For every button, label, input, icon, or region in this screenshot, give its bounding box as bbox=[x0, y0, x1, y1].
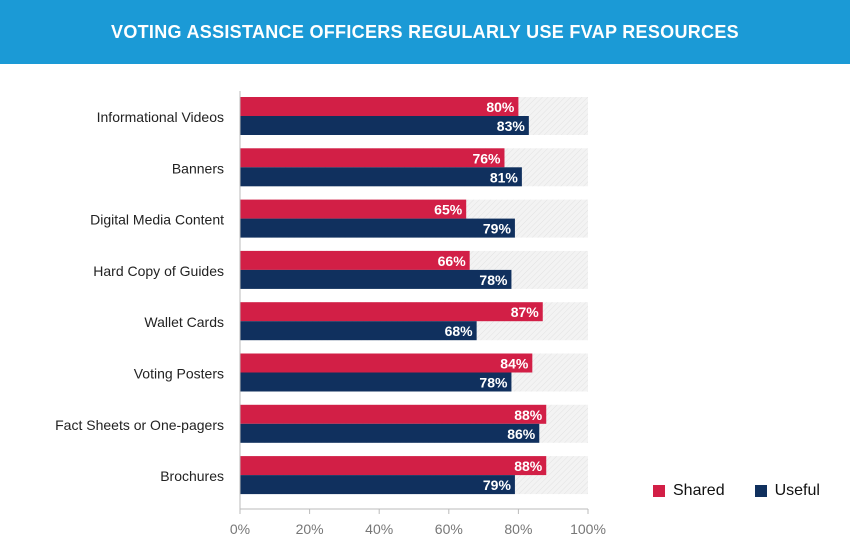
category-label: Fact Sheets or One-pagers bbox=[55, 417, 224, 433]
bar-shared bbox=[240, 97, 519, 116]
data-label-useful: 79% bbox=[483, 221, 512, 237]
data-label-shared: 87% bbox=[511, 304, 540, 320]
x-tick-label: 60% bbox=[435, 521, 463, 537]
category-label: Hard Copy of Guides bbox=[93, 263, 224, 279]
bar-shared bbox=[240, 199, 467, 219]
chart-title: VOTING ASSISTANCE OFFICERS REGULARLY USE… bbox=[111, 21, 739, 42]
bar-shared bbox=[240, 148, 505, 168]
category-label: Voting Posters bbox=[134, 366, 224, 382]
x-tick-label: 40% bbox=[365, 521, 393, 537]
bar-useful bbox=[240, 475, 515, 495]
legend-label-shared: Shared bbox=[673, 482, 725, 499]
data-label-shared: 84% bbox=[500, 356, 529, 372]
data-label-useful: 81% bbox=[490, 169, 519, 185]
x-tick-label: 80% bbox=[504, 521, 532, 537]
bar-useful bbox=[240, 269, 512, 289]
legend: Shared Useful bbox=[653, 482, 850, 500]
category-label: Wallet Cards bbox=[144, 314, 224, 330]
data-label-shared: 80% bbox=[486, 99, 515, 115]
data-label-useful: 78% bbox=[479, 272, 508, 288]
x-tick-label: 0% bbox=[230, 521, 250, 537]
bar-useful bbox=[240, 116, 529, 135]
data-label-useful: 68% bbox=[445, 323, 474, 339]
bar-shared bbox=[240, 250, 470, 270]
legend-label-useful: Useful bbox=[774, 482, 820, 499]
data-label-shared: 88% bbox=[514, 458, 543, 474]
bar-useful bbox=[240, 321, 477, 341]
x-tick-label: 20% bbox=[296, 521, 324, 537]
bar-shared bbox=[240, 404, 547, 424]
bar-useful bbox=[240, 167, 522, 187]
category-label: Digital Media Content bbox=[90, 212, 224, 228]
legend-swatch-shared bbox=[653, 485, 665, 497]
title-bar: VOTING ASSISTANCE OFFICERS REGULARLY USE… bbox=[0, 0, 850, 64]
data-label-shared: 65% bbox=[434, 202, 463, 218]
legend-item-useful: Useful bbox=[754, 482, 820, 500]
bar-shared bbox=[240, 456, 547, 476]
bar-useful bbox=[240, 218, 515, 238]
x-tick-label: 100% bbox=[570, 521, 606, 537]
legend-item-shared: Shared bbox=[653, 482, 725, 500]
legend-swatch-useful bbox=[754, 485, 767, 497]
bar-shared bbox=[240, 353, 533, 373]
data-label-shared: 66% bbox=[438, 253, 467, 269]
bar-shared bbox=[240, 302, 543, 322]
data-label-useful: 79% bbox=[483, 477, 512, 493]
category-label: Brochures bbox=[160, 468, 224, 484]
data-label-useful: 78% bbox=[479, 375, 508, 391]
bar-useful bbox=[240, 372, 512, 392]
category-label: Informational Videos bbox=[97, 109, 224, 125]
category-label: Banners bbox=[172, 160, 224, 176]
data-label-useful: 86% bbox=[507, 426, 536, 442]
data-label-shared: 88% bbox=[514, 407, 543, 423]
data-label-shared: 76% bbox=[472, 150, 501, 166]
bar-useful bbox=[240, 423, 540, 443]
data-label-useful: 83% bbox=[497, 118, 526, 134]
